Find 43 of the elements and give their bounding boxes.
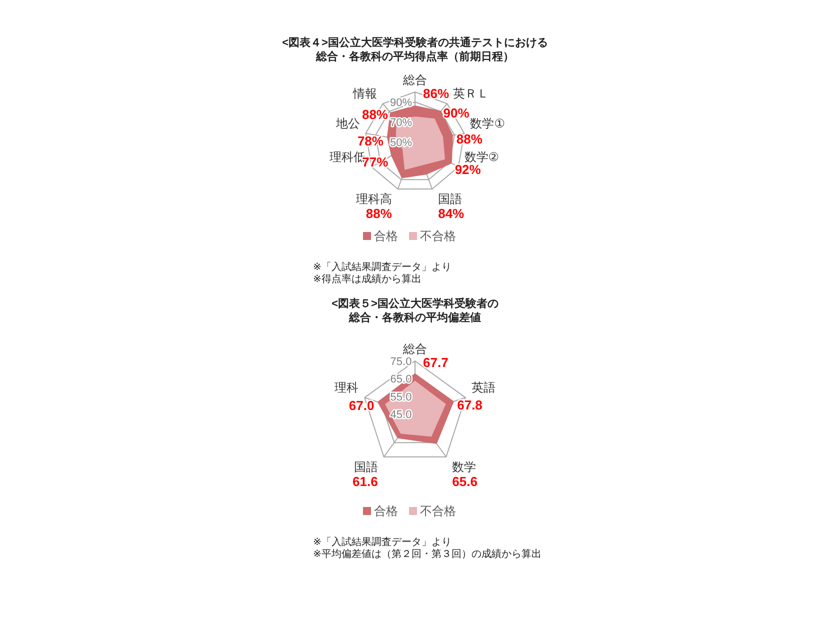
spoke-label: 地公 xyxy=(334,116,360,130)
text: ※「入試結果調査データ」より xyxy=(313,536,452,548)
data-label: 61.6 xyxy=(352,474,378,489)
data-label: 88% xyxy=(362,106,388,122)
spoke-label: 情報 xyxy=(352,86,377,101)
data-label: 88% xyxy=(456,132,483,147)
spoke-label: 数学 xyxy=(452,460,476,474)
data-label: 77% xyxy=(362,154,389,170)
data-label: 78% xyxy=(357,133,384,148)
legend-label: 不合格 xyxy=(420,229,456,243)
chart-title: <図表５>国公立大医学科受験者の xyxy=(332,297,498,310)
spoke-label: 英語 xyxy=(471,380,496,395)
data-label: 92% xyxy=(454,162,482,177)
y-tick-label: 55.0 xyxy=(390,391,412,404)
y-tick-label: 45.0 xyxy=(390,409,412,421)
spoke-label: 総合 xyxy=(402,342,427,356)
spoke-label: 理科 xyxy=(334,380,359,395)
legend-label: 不合格 xyxy=(420,504,456,518)
data-label: 67.0 xyxy=(348,398,374,413)
data-label: 86% xyxy=(423,86,450,101)
chart-title: <図表４>国公立大医学科受験者の共通テストにおける xyxy=(282,36,548,49)
data-label: 84% xyxy=(438,206,465,221)
text: ※「入試結果調査データ」より xyxy=(313,261,452,273)
spoke-label: 国語 xyxy=(438,192,462,206)
data-label: 67.8 xyxy=(457,397,482,412)
spoke-label: 数学② xyxy=(464,150,500,164)
data-label: 65.6 xyxy=(452,474,478,489)
legend-label: 合格 xyxy=(374,504,398,518)
spoke-label: 総合 xyxy=(402,73,427,87)
spoke-label: 数学① xyxy=(470,116,506,130)
y-tick-label: 90% xyxy=(390,97,412,109)
data-label: 67.7 xyxy=(423,355,448,370)
spoke-label: 国語 xyxy=(354,460,378,474)
legend-label: 合格 xyxy=(374,229,398,243)
text: ※得点率は成績から算出 xyxy=(313,273,422,285)
data-label: 90% xyxy=(443,105,470,120)
chart-subtitle: 総合・各教科の平均偏差値 xyxy=(348,311,481,324)
y-tick-label: 75.0 xyxy=(390,356,412,368)
data-label: 88% xyxy=(366,206,392,221)
spoke-label: 理科高 xyxy=(356,192,392,206)
spoke-label: 英ＲＬ xyxy=(453,86,490,101)
text: ※平均偏差値は（第２回・第３回）の成績から算出 xyxy=(313,548,542,560)
chart-subtitle: 総合・各教科の平均得点率（前期日程） xyxy=(315,50,514,63)
